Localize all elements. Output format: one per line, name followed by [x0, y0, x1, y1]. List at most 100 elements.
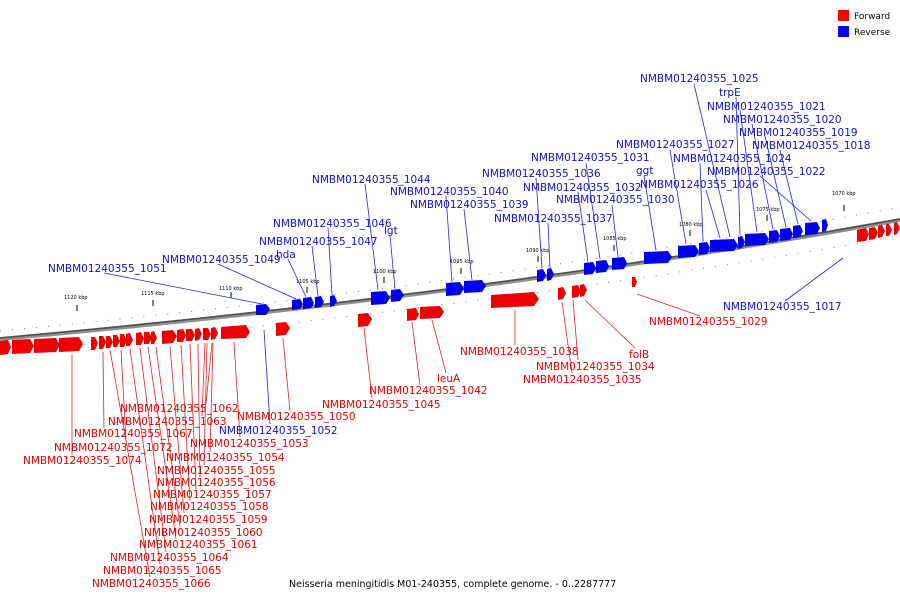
gene-label[interactable]: NMBM01240355_1039: [410, 199, 529, 211]
gene-reverse[interactable]: [793, 225, 803, 238]
gene-forward[interactable]: [491, 292, 539, 308]
gene-forward[interactable]: [276, 322, 290, 336]
gene-forward[interactable]: [113, 335, 120, 347]
gene-label[interactable]: NMBM01240355_1040: [390, 186, 509, 198]
gene-label[interactable]: NMBM01240355_1024: [673, 153, 792, 165]
gene-forward[interactable]: [99, 336, 106, 349]
gene-label[interactable]: NMBM01240355_1067: [74, 428, 193, 440]
gene-reverse[interactable]: [330, 295, 337, 307]
gene-forward[interactable]: [126, 333, 133, 346]
gene-label[interactable]: NMBM01240355_1055: [157, 465, 276, 477]
gene-reverse[interactable]: [745, 233, 769, 246]
gene-label[interactable]: NMBM01240355_1052: [219, 425, 338, 437]
gene-forward[interactable]: [136, 332, 144, 345]
gene-reverse[interactable]: [710, 239, 738, 252]
gene-label[interactable]: leuA: [437, 373, 461, 385]
gene-label[interactable]: NMBM01240355_1042: [369, 385, 488, 397]
gene-forward[interactable]: [894, 222, 900, 235]
gene-label[interactable]: NMBM01240355_1054: [166, 452, 285, 464]
gene-label[interactable]: NMBM01240355_1051: [48, 263, 167, 275]
gene-label[interactable]: hda: [276, 249, 296, 261]
gene-label[interactable]: NMBM01240355_1026: [640, 179, 759, 191]
gene-forward[interactable]: [420, 306, 444, 319]
gene-label[interactable]: NMBM01240355_1019: [739, 127, 858, 139]
gene-reverse[interactable]: [537, 269, 546, 282]
gene-forward[interactable]: [886, 224, 892, 236]
gene-label[interactable]: NMBM01240355_1025: [640, 73, 759, 85]
gene-label[interactable]: NMBM01240355_1046: [273, 218, 392, 230]
gene-label[interactable]: NMBM01240355_1074: [23, 455, 142, 467]
gene-reverse[interactable]: [547, 268, 554, 281]
gene-label[interactable]: NMBM01240355_1063: [108, 416, 227, 428]
gene-label[interactable]: ggt: [636, 165, 653, 177]
gene-reverse[interactable]: [644, 251, 672, 264]
gene-reverse[interactable]: [371, 291, 390, 305]
gene-forward[interactable]: [177, 329, 186, 342]
gene-label[interactable]: NMBM01240355_1022: [707, 166, 826, 178]
gene-reverse[interactable]: [303, 297, 314, 309]
gene-label[interactable]: NMBM01240355_1017: [723, 301, 842, 313]
gene-forward[interactable]: [195, 328, 202, 341]
gene-label[interactable]: NMBM01240355_1061: [139, 539, 258, 551]
gene-label[interactable]: NMBM01240355_1038: [460, 346, 579, 358]
gene-reverse[interactable]: [596, 260, 609, 273]
gene-label[interactable]: NMBM01240355_1034: [536, 361, 655, 373]
gene-label[interactable]: NMBM01240355_1062: [120, 403, 239, 415]
gene-label[interactable]: NMBM01240355_1037: [494, 213, 613, 225]
gene-reverse[interactable]: [822, 219, 828, 232]
gene-reverse[interactable]: [738, 236, 745, 249]
gene-reverse[interactable]: [805, 222, 820, 235]
gene-forward[interactable]: [878, 225, 885, 238]
gene-label[interactable]: NMBM01240355_1030: [556, 194, 675, 206]
gene-forward[interactable]: [162, 330, 177, 344]
gene-label[interactable]: NMBM01240355_1050: [237, 411, 356, 423]
gene-label[interactable]: NMBM01240355_1036: [482, 168, 601, 180]
gene-forward[interactable]: [358, 313, 372, 327]
gene-label[interactable]: lgt: [384, 225, 398, 237]
gene-reverse[interactable]: [464, 280, 486, 293]
gene-forward[interactable]: [580, 284, 587, 297]
gene-label[interactable]: NMBM01240355_1027: [616, 139, 735, 151]
gene-reverse[interactable]: [769, 230, 780, 243]
gene-forward[interactable]: [211, 327, 218, 340]
gene-label[interactable]: trpE: [719, 87, 741, 99]
gene-reverse[interactable]: [315, 296, 324, 308]
gene-reverse[interactable]: [292, 299, 303, 310]
gene-forward[interactable]: [91, 337, 98, 350]
gene-forward[interactable]: [0, 340, 11, 355]
gene-reverse[interactable]: [678, 245, 699, 258]
gene-forward[interactable]: [186, 329, 195, 341]
gene-label[interactable]: NMBM01240355_1060: [144, 527, 263, 539]
gene-reverse[interactable]: [446, 282, 464, 296]
gene-forward[interactable]: [572, 285, 581, 298]
gene-label[interactable]: NMBM01240355_1059: [149, 514, 268, 526]
gene-label[interactable]: NMBM01240355_1020: [723, 114, 842, 126]
gene-label[interactable]: NMBM01240355_1049: [162, 254, 281, 266]
gene-forward[interactable]: [558, 287, 566, 300]
gene-label[interactable]: NMBM01240355_1056: [157, 477, 276, 489]
gene-label[interactable]: NMBM01240355_1053: [190, 438, 309, 450]
gene-forward[interactable]: [106, 336, 113, 348]
gene-label[interactable]: NMBM01240355_1044: [312, 174, 431, 186]
gene-label[interactable]: NMBM01240355_1035: [523, 374, 642, 386]
gene-forward[interactable]: [407, 308, 419, 321]
gene-label[interactable]: NMBM01240355_1021: [707, 101, 826, 113]
gene-label[interactable]: NMBM01240355_1058: [150, 501, 269, 513]
gene-forward[interactable]: [34, 338, 60, 353]
gene-label[interactable]: folB: [629, 349, 649, 361]
gene-reverse[interactable]: [391, 289, 404, 302]
gene-reverse[interactable]: [584, 262, 596, 275]
gene-label[interactable]: NMBM01240355_1064: [110, 552, 229, 564]
gene-forward[interactable]: [221, 325, 250, 339]
gene-label[interactable]: NMBM01240355_1057: [153, 489, 272, 501]
gene-label[interactable]: NMBM01240355_1029: [649, 316, 768, 328]
gene-forward[interactable]: [632, 277, 637, 287]
gene-label[interactable]: NMBM01240355_1065: [103, 565, 222, 577]
gene-reverse[interactable]: [699, 242, 710, 255]
gene-forward[interactable]: [144, 332, 152, 344]
gene-reverse[interactable]: [256, 304, 270, 315]
gene-forward[interactable]: [59, 337, 83, 352]
gene-label[interactable]: NMBM01240355_1072: [54, 442, 173, 454]
gene-forward[interactable]: [857, 228, 869, 242]
gene-reverse[interactable]: [780, 228, 793, 241]
